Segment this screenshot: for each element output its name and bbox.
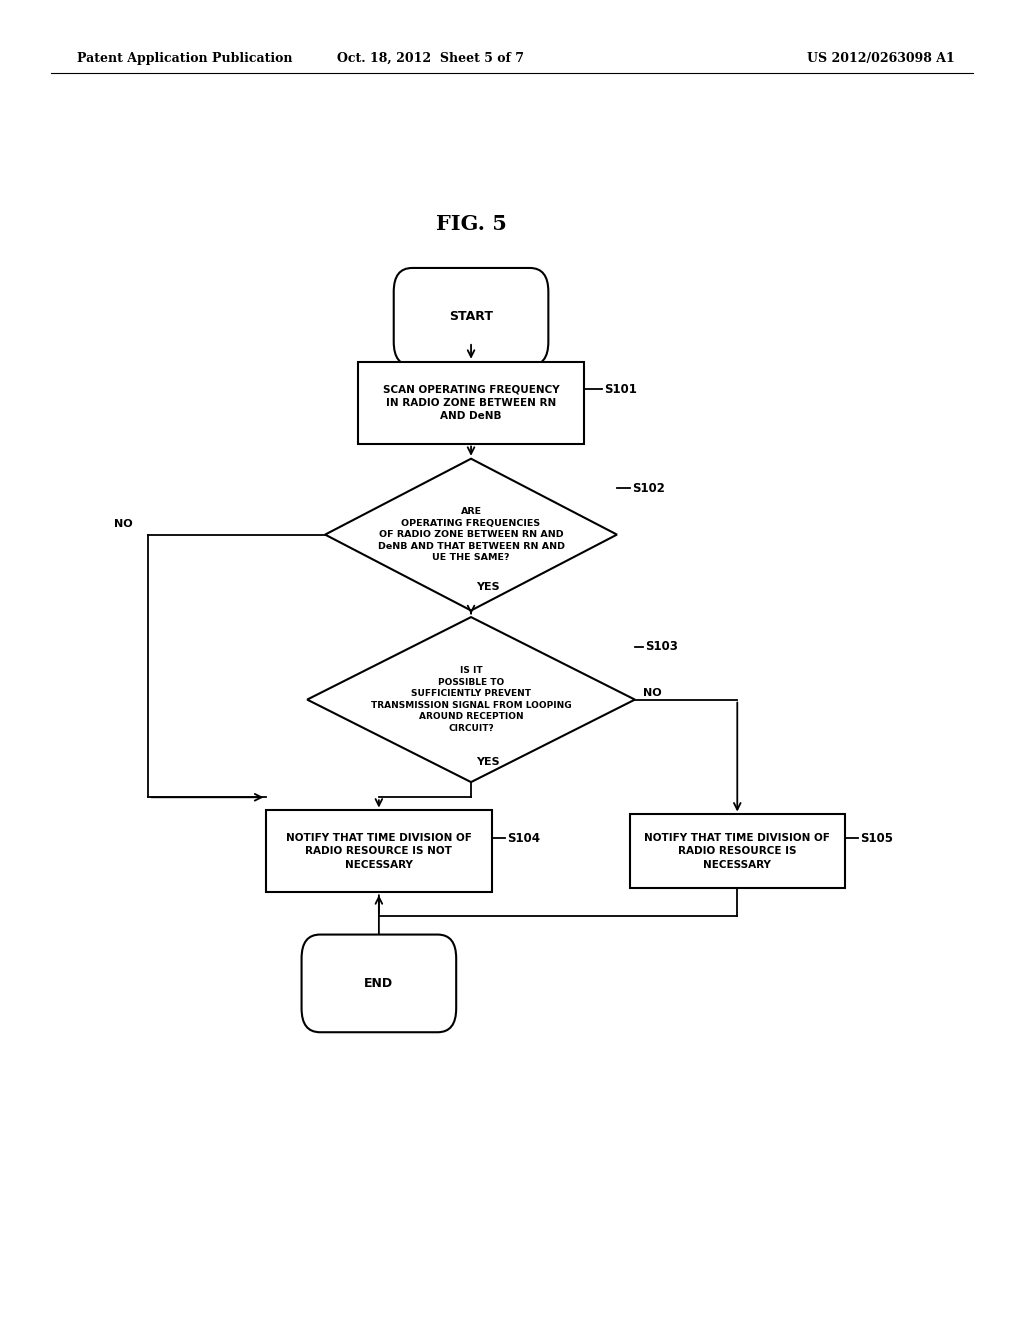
Text: END: END [365,977,393,990]
Text: S105: S105 [860,832,893,845]
Text: NO: NO [643,688,662,698]
Text: NOTIFY THAT TIME DIVISION OF
RADIO RESOURCE IS NOT
NECESSARY: NOTIFY THAT TIME DIVISION OF RADIO RESOU… [286,833,472,870]
Polygon shape [326,459,616,610]
Text: Patent Application Publication: Patent Application Publication [77,51,292,65]
Bar [266,810,492,892]
Text: YES: YES [476,582,500,591]
Text: S104: S104 [507,832,540,845]
Text: ARE
OPERATING FREQUENCIES
OF RADIO ZONE BETWEEN RN AND
DeNB AND THAT BETWEEN RN : ARE OPERATING FREQUENCIES OF RADIO ZONE … [378,507,564,562]
Text: US 2012/0263098 A1: US 2012/0263098 A1 [807,51,954,65]
Text: S101: S101 [604,383,637,396]
Text: S102: S102 [633,482,666,495]
Text: FIG. 5: FIG. 5 [435,214,507,235]
Text: S103: S103 [645,640,678,653]
Polygon shape [307,618,635,781]
Text: SCAN OPERATING FREQUENCY
IN RADIO ZONE BETWEEN RN
AND DeNB: SCAN OPERATING FREQUENCY IN RADIO ZONE B… [383,384,559,421]
FancyBboxPatch shape [301,935,457,1032]
Text: YES: YES [476,758,500,767]
Text: Oct. 18, 2012  Sheet 5 of 7: Oct. 18, 2012 Sheet 5 of 7 [337,51,523,65]
Text: START: START [450,310,493,323]
Bar [358,362,584,444]
Text: IS IT
POSSIBLE TO
SUFFICIENTLY PREVENT
TRANSMISSION SIGNAL FROM LOOPING
AROUND R: IS IT POSSIBLE TO SUFFICIENTLY PREVENT T… [371,667,571,733]
FancyBboxPatch shape [393,268,549,366]
Text: NOTIFY THAT TIME DIVISION OF
RADIO RESOURCE IS
NECESSARY: NOTIFY THAT TIME DIVISION OF RADIO RESOU… [644,833,830,870]
Bar [630,814,845,888]
Text: NO: NO [115,519,133,529]
